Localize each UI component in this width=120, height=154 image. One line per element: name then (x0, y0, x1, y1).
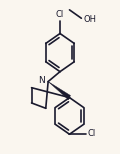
Text: OH: OH (83, 14, 96, 24)
Text: Cl: Cl (56, 10, 64, 18)
Text: N: N (38, 76, 45, 85)
Text: Cl: Cl (88, 129, 96, 138)
Polygon shape (48, 82, 70, 100)
